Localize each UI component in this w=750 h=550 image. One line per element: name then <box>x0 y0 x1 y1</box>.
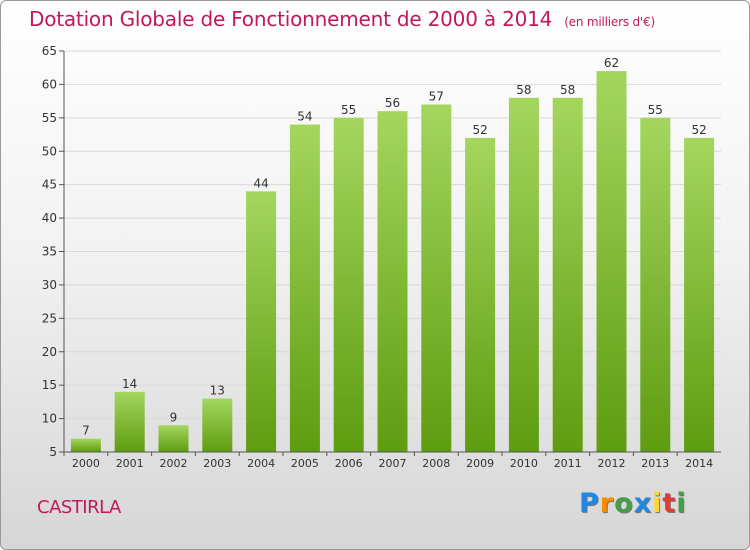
x-tick-label-2006: 2006 <box>335 457 363 470</box>
x-tick-label-2013: 2013 <box>641 457 669 470</box>
logo-letter: o <box>614 488 634 519</box>
x-tick-label-2000: 2000 <box>72 457 100 470</box>
bar-2012 <box>596 71 627 453</box>
x-tick-label-2003: 2003 <box>203 457 231 470</box>
x-tick-label-2005: 2005 <box>291 457 319 470</box>
bar-2008 <box>421 104 452 452</box>
bar-2004 <box>246 191 277 452</box>
y-tick-label: 15 <box>42 378 57 392</box>
bar-2010 <box>508 97 539 453</box>
data-label-2005: 54 <box>297 110 312 124</box>
x-tick-label-2009: 2009 <box>466 457 494 470</box>
data-label-2013: 55 <box>648 103 663 117</box>
y-tick-label: 60 <box>42 77 57 91</box>
x-tick-label-2004: 2004 <box>247 457 275 470</box>
data-label-2006: 55 <box>341 103 356 117</box>
data-label-2001: 14 <box>122 377 137 391</box>
y-tick-label: 55 <box>42 111 57 125</box>
data-label-2007: 56 <box>385 96 400 110</box>
x-tick-label-2012: 2012 <box>598 457 626 470</box>
data-label-2000: 7 <box>82 424 90 438</box>
bar-2001 <box>114 391 145 452</box>
chart-unit-subtitle: (en milliers d'€) <box>564 15 655 29</box>
data-label-2003: 13 <box>210 384 225 398</box>
data-label-2004: 44 <box>253 176 268 190</box>
x-tick-label-2002: 2002 <box>160 457 188 470</box>
y-tick-label: 25 <box>42 311 57 325</box>
x-tick-label-2010: 2010 <box>510 457 538 470</box>
axes: 5 10 15 20 25 30 35 40 45 50 55 60 65 2000 2001 2002 200… <box>42 44 721 470</box>
bar-2007 <box>377 111 408 453</box>
bar-2003 <box>202 398 233 452</box>
chart-title-text: Dotation Globale de Fonctionnement de 20… <box>29 7 553 31</box>
y-tick-label: 65 <box>42 44 57 58</box>
x-tick-label-2007: 2007 <box>379 457 407 470</box>
bar-2011 <box>552 97 583 453</box>
data-label-2009: 52 <box>472 123 487 137</box>
bars: 7 14 9 13 44 54 55 56 57 52 58 58 62 55 52 <box>70 56 715 453</box>
data-label-2010: 58 <box>516 83 531 97</box>
data-label-2002: 9 <box>170 410 178 424</box>
logo-letter: i <box>652 488 663 519</box>
bar-2002 <box>158 425 189 452</box>
x-tick-label-2001: 2001 <box>116 457 144 470</box>
bar-2009 <box>465 137 496 452</box>
logo-letter: r <box>599 488 615 519</box>
y-tick-label: 30 <box>42 278 57 292</box>
data-label-2014: 52 <box>691 123 706 137</box>
proxiti-logo: Proxiti <box>579 488 687 528</box>
logo-letter: t <box>662 488 677 519</box>
y-tick-label: 10 <box>42 412 57 426</box>
x-tick-label-2011: 2011 <box>554 457 582 470</box>
bar-2006 <box>333 117 364 452</box>
y-tick-label: 20 <box>42 345 57 359</box>
y-tick-label: 45 <box>42 178 57 192</box>
x-tick-label-2014: 2014 <box>685 457 713 470</box>
data-label-2011: 58 <box>560 83 575 97</box>
commune-name: CASTIRLA <box>37 497 121 518</box>
y-tick-label: 35 <box>42 245 57 259</box>
bar-2014 <box>684 137 715 452</box>
bar-2013 <box>640 117 671 452</box>
x-tick-label-2008: 2008 <box>422 457 450 470</box>
logo-letter: P <box>579 488 600 519</box>
bar-2000 <box>70 438 101 452</box>
y-tick-label: 5 <box>49 445 57 459</box>
y-tick-label: 40 <box>42 211 57 225</box>
chart-title: Dotation Globale de Fonctionnement de 20… <box>29 7 655 31</box>
data-label-2008: 57 <box>429 89 444 103</box>
data-label-2012: 62 <box>604 56 619 70</box>
bar-2005 <box>289 124 320 453</box>
logo-letter: i <box>676 488 687 519</box>
y-tick-label: 50 <box>42 144 57 158</box>
logo-letter: x <box>633 488 653 519</box>
